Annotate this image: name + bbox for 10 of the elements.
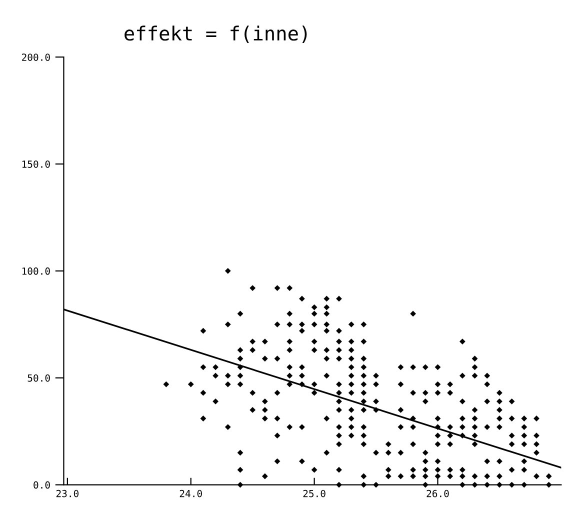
y-tick-label: 150.0 <box>22 160 50 168</box>
chart-title: effekt = f(inne) <box>124 26 307 43</box>
y-tick-label: 0.0 <box>34 481 50 489</box>
x-tick-label: 25.0 <box>303 490 326 498</box>
x-tick-label: 26.0 <box>426 490 449 498</box>
x-tick-label: 23.0 <box>56 490 79 498</box>
y-tick-label: 100.0 <box>22 267 50 275</box>
y-tick-label: 50.0 <box>28 374 50 382</box>
y-tick-label: 200.0 <box>22 54 50 61</box>
x-tick-label: 24.0 <box>180 490 202 498</box>
